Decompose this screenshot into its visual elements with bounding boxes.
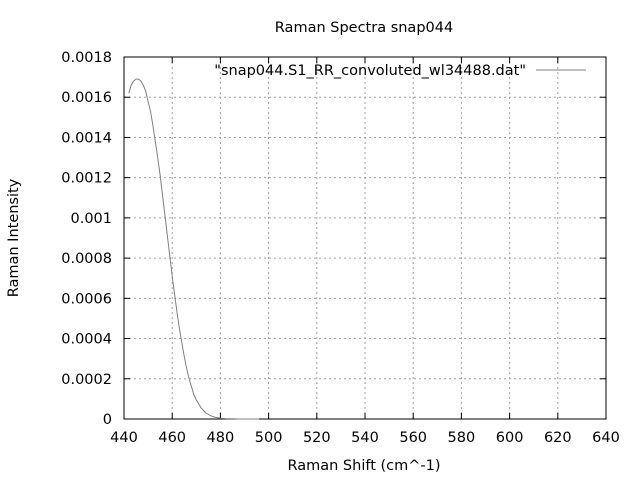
series-line <box>128 78 259 420</box>
x-tick-label: 620 <box>544 430 572 446</box>
x-tick-label: 640 <box>592 430 620 446</box>
y-tick-label: 0.001 <box>70 211 112 227</box>
y-tick-label: 0.0002 <box>61 372 112 388</box>
x-tick-label: 500 <box>255 430 283 446</box>
x-tick-label: 460 <box>158 430 186 446</box>
x-tick-label: 560 <box>399 430 427 446</box>
y-tick-label: 0.0016 <box>61 90 112 106</box>
y-tick-label: 0.0006 <box>61 291 112 307</box>
y-tick-label: 0.0018 <box>61 50 112 66</box>
x-axis-label: Raman Shift (cm^-1) <box>287 458 440 474</box>
y-tick-label: 0.0004 <box>61 332 112 348</box>
x-tick-label: 580 <box>448 430 476 446</box>
y-axis-label: Raman Intensity <box>6 178 22 297</box>
x-tick-label: 540 <box>351 430 379 446</box>
x-tick-labels: 440 460 480 500 520 540 560 580 600 620 640 <box>110 430 620 446</box>
axis-ticks <box>123 56 607 420</box>
legend-label: "snap044.S1_RR_convoluted_wl34488.dat" <box>214 63 526 79</box>
y-tick-label: 0 <box>103 412 112 428</box>
x-tick-label: 480 <box>207 430 235 446</box>
y-tick-label: 0.0008 <box>61 251 112 267</box>
chart-title: Raman Spectra snap044 <box>275 20 453 36</box>
x-tick-label: 440 <box>110 430 138 446</box>
x-tick-label: 600 <box>496 430 524 446</box>
series-layer <box>128 78 259 420</box>
x-tick-label: 520 <box>303 430 331 446</box>
y-tick-label: 0.0014 <box>61 130 112 146</box>
y-tick-label: 0.0012 <box>61 171 112 187</box>
grid-lines <box>124 57 606 419</box>
legend: "snap044.S1_RR_convoluted_wl34488.dat" <box>214 63 586 79</box>
y-tick-labels: 0 0.0002 0.0004 0.0006 0.0008 0.001 0.0012 0.00… <box>61 50 112 428</box>
